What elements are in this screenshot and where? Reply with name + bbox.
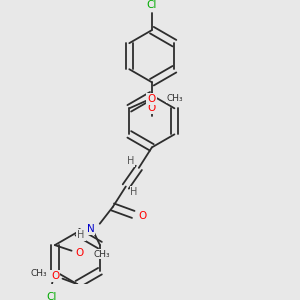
Text: H: H (130, 187, 138, 197)
Text: O: O (75, 248, 83, 258)
Text: H: H (77, 230, 85, 240)
Text: CH₃: CH₃ (94, 250, 110, 259)
Text: H: H (127, 156, 134, 167)
Text: O: O (51, 271, 59, 281)
Text: Cl: Cl (46, 292, 56, 300)
Text: CH₃: CH₃ (167, 94, 183, 103)
Text: O: O (138, 211, 147, 221)
Text: N: N (87, 224, 94, 234)
Text: CH₃: CH₃ (31, 269, 47, 278)
Text: O: O (148, 94, 156, 104)
Text: O: O (148, 103, 156, 113)
Text: Cl: Cl (147, 0, 157, 10)
